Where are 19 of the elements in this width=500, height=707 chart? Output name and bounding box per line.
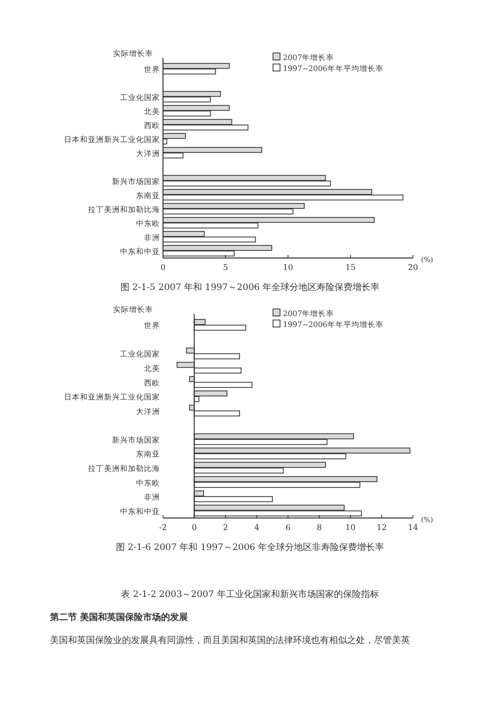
x-tick-label: 6 [285,523,291,532]
x-tick-label: 2 [222,523,228,532]
text: 图 2-1-6 2007 年和 1997～2006 年全球分地区非寿险保费增长率 [116,542,384,553]
x-tick-label: 14 [408,523,418,532]
x-tick-label: 12 [376,523,387,532]
x-tick-label: 15 [345,263,356,272]
x-tick-label: -2 [159,523,167,532]
x-tick-label: 0 [192,523,197,532]
x-tick-label: 5 [222,263,228,272]
x-tick-label: 20 [408,263,418,272]
text: 图 2-1-5 2007 年和 1997～2006 年全球分地区寿险保费增长率 [120,282,380,293]
text: 美国和英国保险业的发展具有同源性，而且美国和英国的法律环境也有相似之处，尽管美英 [50,635,410,646]
x-tick-label: 0 [160,263,166,272]
x-tick-label: 10 [345,523,356,532]
x-tick-label: 8 [316,523,322,532]
text: 第二节 美国和英国保险市场的发展 [49,612,188,623]
text: 表 2-1-2 2003～2007 年工业化国家和新兴市场国家的保险指标 [121,589,379,600]
x-tick-label: 10 [282,263,294,272]
x-tick-label: 4 [254,523,260,532]
